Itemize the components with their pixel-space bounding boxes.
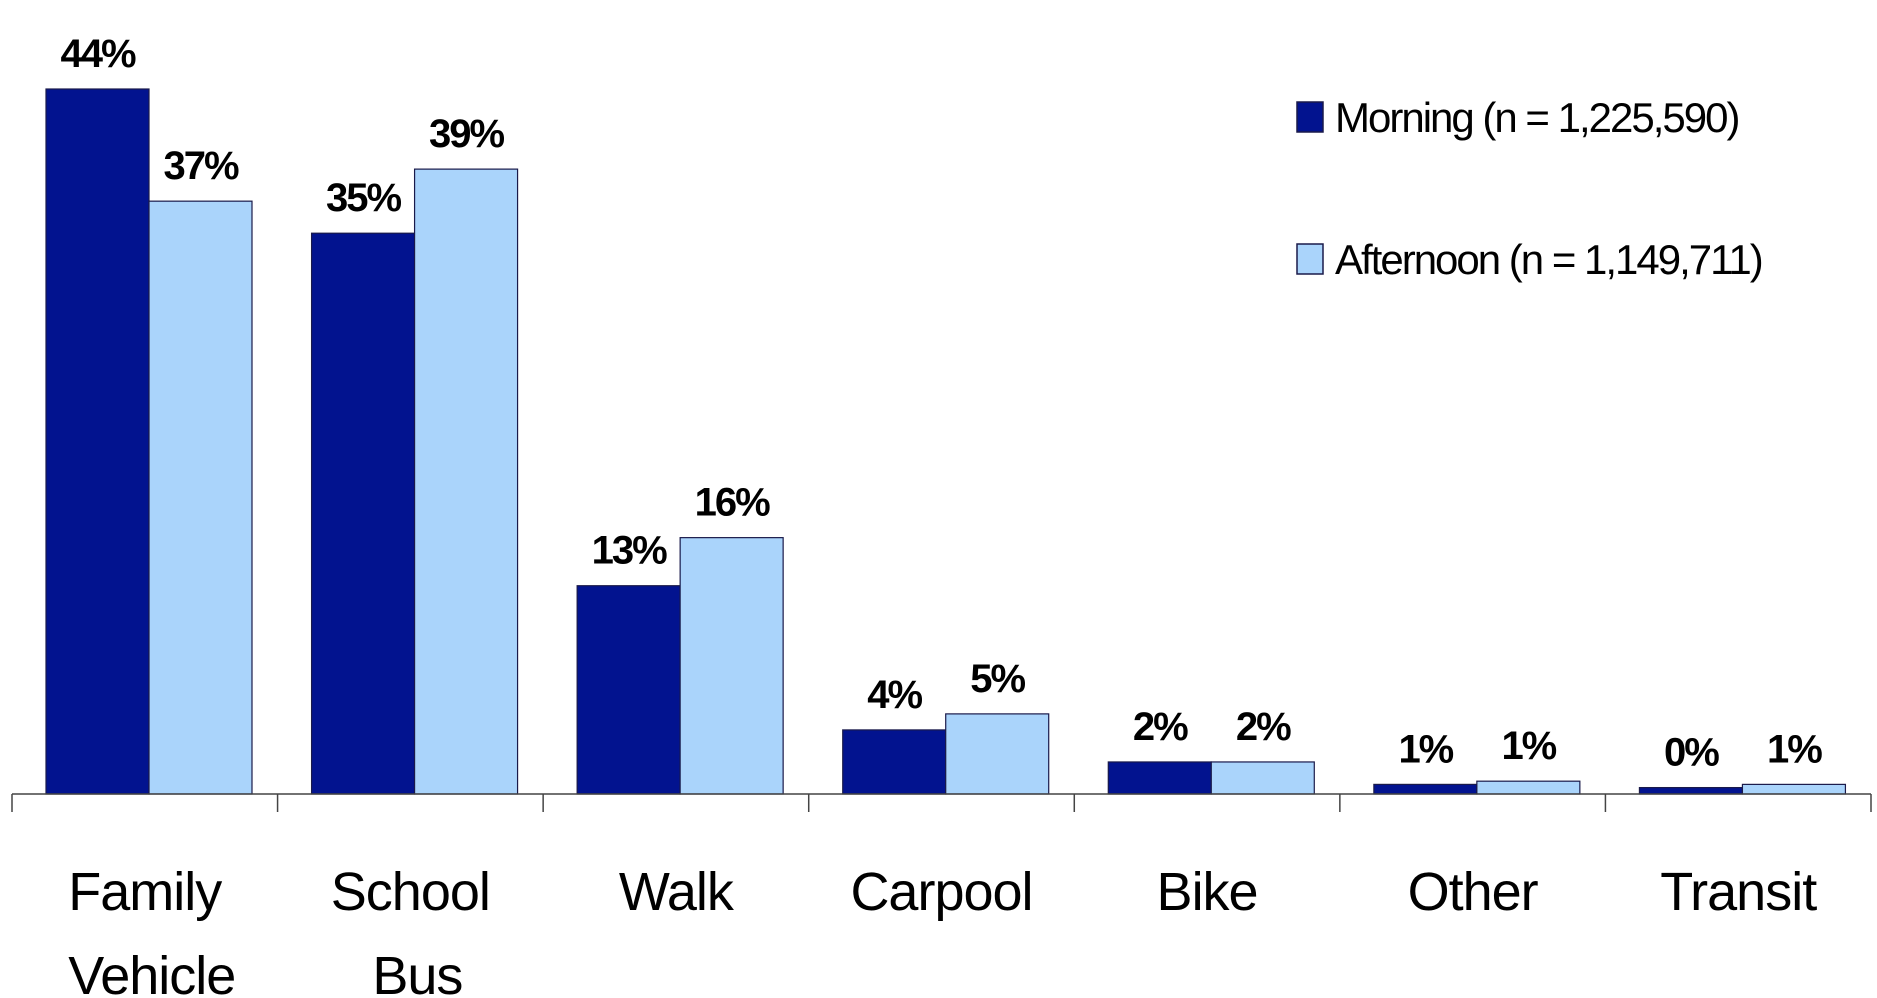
value-label: 1% <box>1501 724 1556 768</box>
value-label: 0% <box>1664 731 1719 775</box>
x-tick-label: School Bus <box>331 862 490 998</box>
bar <box>842 729 947 795</box>
legend-swatch <box>1296 243 1324 275</box>
value-label: 37% <box>163 144 238 188</box>
x-tick-label: Carpool <box>850 862 1032 922</box>
x-tick-label: Transit <box>1660 862 1817 922</box>
bar <box>1107 761 1212 795</box>
value-label: 44% <box>60 32 135 76</box>
value-label: 1% <box>1767 727 1822 771</box>
bar <box>1741 783 1847 795</box>
bar <box>1210 761 1315 795</box>
value-label: 16% <box>695 481 770 525</box>
x-tick-label: Family Vehicle <box>54 862 235 998</box>
legend-label: Morning (n = 1,225,590) <box>1335 94 1738 141</box>
bar <box>148 200 253 795</box>
x-tick-label: Other <box>1408 862 1539 922</box>
legend-swatch <box>1296 101 1324 133</box>
value-label: 13% <box>592 529 667 573</box>
value-label: 2% <box>1133 705 1188 749</box>
value-label: 4% <box>867 673 922 717</box>
value-label: 5% <box>970 657 1025 701</box>
bar <box>1373 783 1478 795</box>
x-tick-label: Walk <box>619 862 735 922</box>
bar <box>679 537 784 795</box>
bar <box>1638 786 1744 795</box>
bar <box>576 585 681 795</box>
bar <box>310 232 416 795</box>
value-label: 35% <box>326 176 401 220</box>
x-tick-label: Bike <box>1157 862 1258 922</box>
bar <box>413 168 519 795</box>
value-label: 1% <box>1398 727 1453 771</box>
bar <box>45 88 150 795</box>
value-label: 39% <box>429 112 504 156</box>
bar <box>945 713 1050 795</box>
legend-label: Afternoon (n = 1,149,711) <box>1335 236 1762 283</box>
value-label: 2% <box>1236 705 1291 749</box>
bar <box>1476 780 1581 795</box>
